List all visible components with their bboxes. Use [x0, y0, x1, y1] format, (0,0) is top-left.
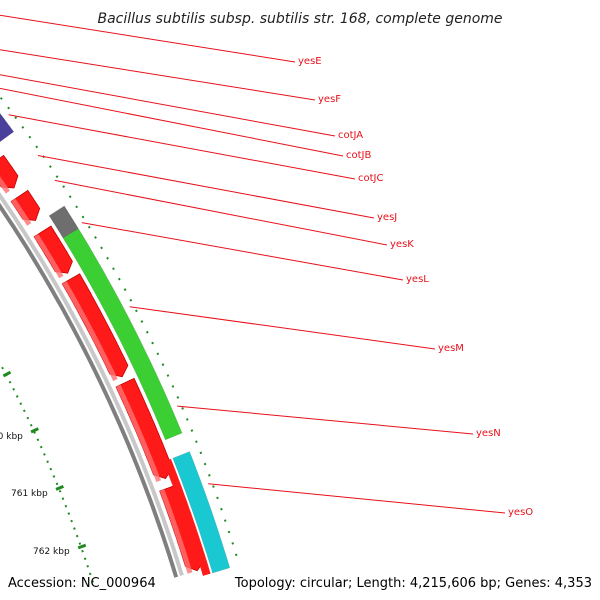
leader-line — [129, 306, 436, 350]
leader-line — [54, 179, 388, 246]
scale-label: 761 kbp — [11, 489, 48, 499]
gene-label-yesE: yesE — [298, 56, 322, 67]
gene-arrow-highlight — [11, 198, 32, 226]
gene-label-yesL: yesL — [406, 274, 429, 285]
gene-label-yesJ: yesJ — [377, 212, 397, 223]
gene-arrow-highlight — [62, 281, 118, 382]
leader-line — [0, 74, 336, 137]
genome-summary-text: Topology: circular; Length: 4,215,606 bp… — [234, 576, 592, 591]
leader-line — [37, 155, 375, 219]
gene-label-cotJB: cotJB — [346, 150, 371, 161]
leader-line — [208, 483, 506, 514]
genome-backbone — [0, 192, 184, 578]
scale-major-tick — [30, 427, 39, 434]
gene-label-cotJA: cotJA — [338, 130, 363, 141]
backbone-dark-strand — [0, 202, 179, 578]
gene-arrow-highlight — [116, 384, 161, 482]
gene-arrow-highlight — [159, 489, 193, 574]
feature-track — [0, 112, 231, 576]
scale-major-tick — [2, 370, 12, 378]
scale-major-tick — [55, 484, 64, 491]
gene-arrow-highlight — [34, 234, 64, 279]
kbp-scale: 753 kbp754 kbp755 kbp756 kbp757 kbp758 k… — [0, 361, 95, 584]
feature-block — [163, 458, 211, 576]
leader-line — [0, 49, 316, 101]
gene-label-yesK: yesK — [390, 239, 414, 250]
reverse-strand-genes — [0, 154, 205, 574]
leader-line — [0, 87, 344, 157]
gene-labels: yesE yesF cotJA cotJB cotJC yesJ yesK yesL yesM y… — [0, 14, 533, 518]
feature-block — [172, 451, 231, 574]
gene-label-yesM: yesM — [438, 343, 464, 354]
leader-line — [0, 14, 296, 63]
accession-text: Accession: NC_000964 — [8, 576, 156, 591]
gene-arrow — [0, 154, 19, 189]
feature-block — [0, 112, 15, 143]
scale-label: 760 kbp — [0, 432, 23, 442]
feature-block — [62, 228, 183, 441]
backbone-light-strand — [0, 192, 184, 576]
gene-label-cotJC: cotJC — [358, 173, 383, 184]
scale-label: 762 kbp — [33, 547, 70, 557]
gene-arrow-highlight — [0, 176, 10, 194]
genome-title: Bacillus subtilis subsp. subtilis str. 1… — [97, 11, 502, 27]
leader-line — [177, 405, 474, 435]
leader-line — [8, 114, 356, 180]
leader-line — [81, 222, 404, 281]
gene-label-yesO: yesO — [508, 507, 533, 518]
gene-label-yesN: yesN — [476, 428, 501, 439]
scale-major-tick — [77, 543, 87, 550]
gene-label-yesF: yesF — [318, 94, 341, 105]
